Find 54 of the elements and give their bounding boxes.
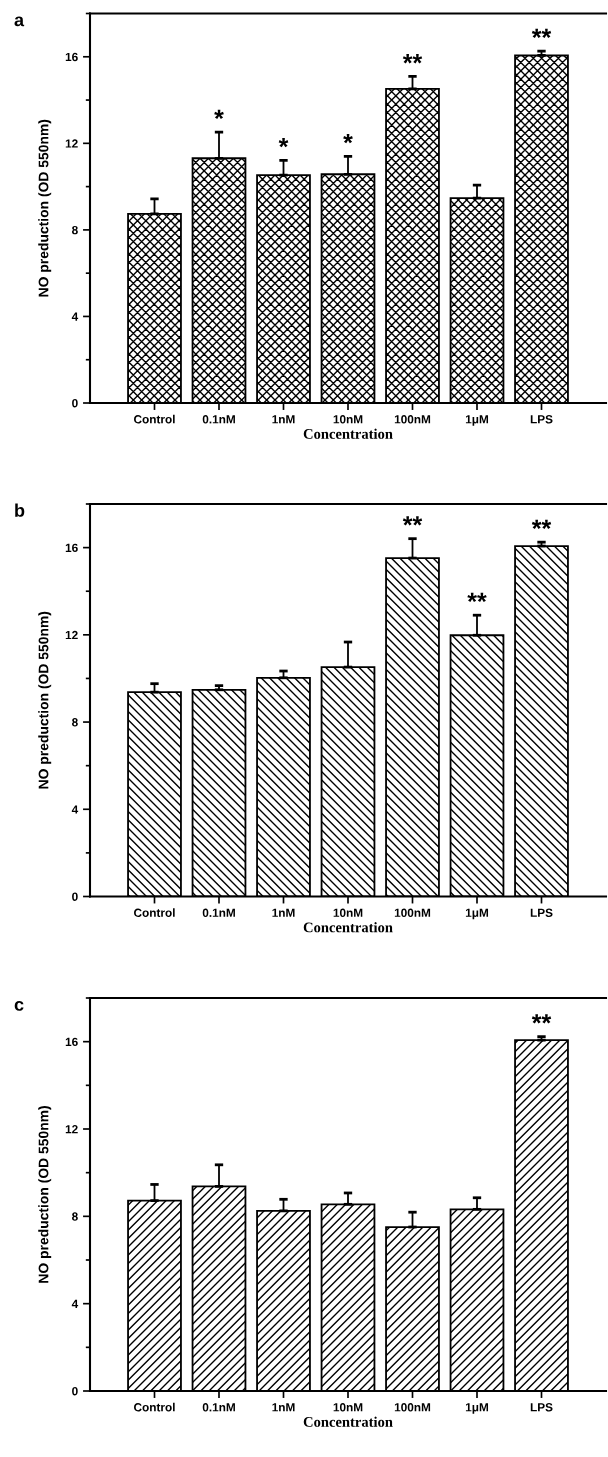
- x-axis-title: Concentration: [303, 1416, 393, 1427]
- y-tick-label: 16: [65, 543, 78, 553]
- x-tick-label: 100nM: [394, 415, 431, 424]
- y-tick-label: 16: [65, 1037, 78, 1047]
- x-tick-label: LPS: [530, 908, 553, 917]
- x-tick-label: 10nM: [333, 415, 363, 424]
- annotation: **: [531, 519, 552, 530]
- x-axis-title: Concentration: [303, 428, 393, 439]
- x-tick-label: 0.1nM: [202, 1403, 235, 1412]
- y-tick-label: 0: [72, 399, 78, 408]
- x-axis-title: Concentration: [303, 922, 393, 933]
- y-tick-label: 16: [65, 52, 78, 62]
- y-tick-label: 0: [72, 1387, 78, 1396]
- x-tick-label: 10nM: [333, 1403, 363, 1412]
- x-tick-label: Control: [134, 1402, 175, 1412]
- annotation: **: [402, 516, 423, 526]
- x-tick-label: 1μM: [465, 1403, 489, 1414]
- x-tick-label: Control: [134, 414, 175, 424]
- y-tick-label: 4: [71, 1299, 79, 1308]
- annotation: *: [214, 109, 224, 119]
- y-axis-title: NO preduction (OD 550nm): [38, 119, 52, 297]
- x-tick-label: LPS: [530, 1403, 553, 1412]
- y-tick-label: 12: [65, 139, 78, 148]
- y-tick-label: 4: [71, 805, 79, 814]
- y-axis-title: NO preduction (OD 550nm): [38, 611, 52, 789]
- chart-title: c: [14, 1000, 24, 1011]
- chart-title: a: [14, 16, 25, 27]
- x-tick-label: 0.1nM: [202, 908, 235, 917]
- x-tick-label: 1μM: [465, 415, 489, 426]
- x-tick-label: LPS: [530, 415, 553, 424]
- x-tick-label: 10nM: [333, 908, 363, 917]
- y-tick-label: 0: [72, 892, 78, 901]
- annotation: **: [531, 28, 552, 39]
- y-tick-label: 12: [65, 630, 78, 640]
- x-tick-label: 1nM: [272, 908, 295, 917]
- chart-title: b: [15, 503, 25, 517]
- y-tick-label: 8: [72, 225, 78, 235]
- x-tick-label: 0.1nM: [202, 415, 235, 424]
- annotation: *: [343, 133, 353, 144]
- annotation: **: [467, 592, 487, 603]
- annotation: **: [531, 1014, 552, 1024]
- y-tick-label: 4: [71, 312, 79, 321]
- x-tick-label: 100nM: [394, 908, 431, 917]
- x-tick-label: 1μM: [465, 908, 489, 920]
- y-tick-label: 8: [72, 718, 78, 727]
- x-tick-label: 1nM: [272, 1403, 295, 1412]
- y-axis-title: NO preduction (OD 550nm): [38, 1106, 52, 1283]
- x-tick-label: Control: [134, 908, 175, 917]
- y-tick-label: 8: [72, 1212, 78, 1221]
- annotation: **: [402, 54, 423, 64]
- annotation: *: [278, 138, 289, 148]
- x-tick-label: 1nM: [272, 415, 295, 424]
- x-tick-label: 100nM: [394, 1403, 431, 1412]
- y-tick-label: 12: [65, 1125, 78, 1134]
